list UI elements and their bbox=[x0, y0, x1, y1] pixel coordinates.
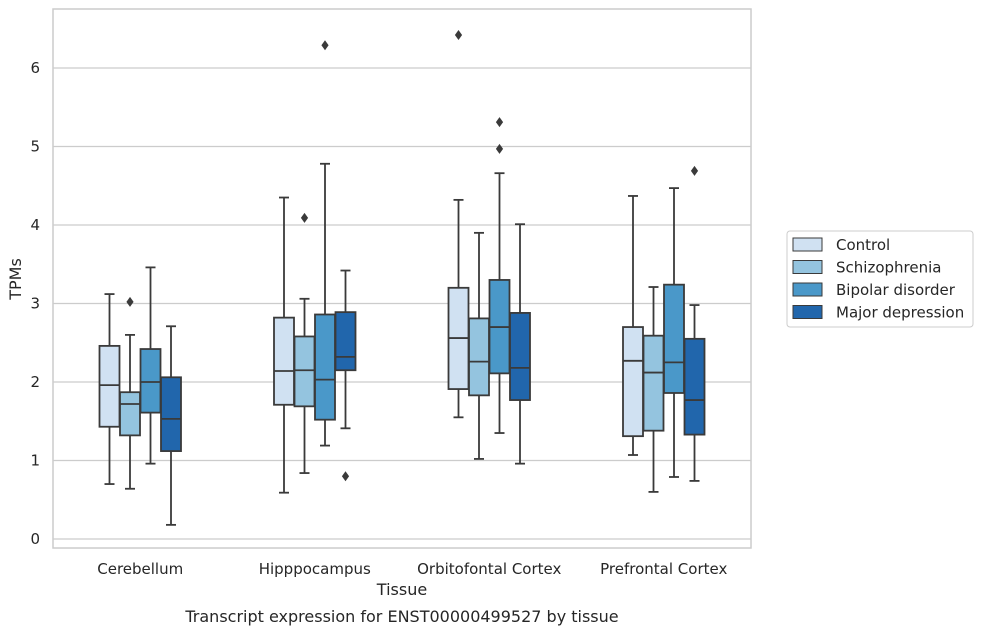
chart-caption: Transcript expression for ENST0000049952… bbox=[184, 607, 618, 626]
y-tick-labels: 0 1 2 3 4 5 6 bbox=[30, 59, 40, 548]
outlier-point bbox=[126, 296, 134, 307]
box-0-0 bbox=[98, 293, 121, 485]
plot-frame bbox=[52, 8, 752, 549]
legend: Control Schizophrenia Bipolar disorder Majo… bbox=[786, 230, 974, 328]
box-iqr bbox=[683, 337, 706, 436]
outlier-point bbox=[454, 30, 463, 41]
legend-swatch bbox=[792, 260, 823, 274]
legend-frame bbox=[786, 230, 974, 328]
box-2-2 bbox=[488, 117, 511, 434]
legend-label: Major depression bbox=[836, 304, 964, 322]
y-gridlines bbox=[53, 67, 751, 540]
y-tick-label: 5 bbox=[30, 138, 40, 156]
box-3-3 bbox=[683, 165, 706, 482]
box-3-2 bbox=[509, 223, 531, 465]
box-0-3 bbox=[622, 195, 644, 456]
legend-swatch bbox=[792, 237, 823, 252]
legend-label: Control bbox=[836, 236, 890, 254]
box-iqr bbox=[509, 312, 531, 401]
outlier-point bbox=[321, 40, 329, 51]
legend-swatch bbox=[792, 305, 823, 319]
box-plot-area bbox=[98, 30, 706, 526]
outlier-point bbox=[341, 471, 350, 482]
legend-swatch bbox=[792, 282, 823, 297]
y-tick-label: 4 bbox=[30, 216, 40, 234]
x-axis-label: Tissue bbox=[376, 580, 427, 599]
y-axis-label: TPMs bbox=[6, 258, 25, 301]
y-tick-label: 1 bbox=[30, 452, 40, 470]
box-1-3 bbox=[642, 286, 665, 493]
box-iqr bbox=[98, 344, 121, 428]
box-iqr bbox=[119, 391, 141, 437]
x-tick-labels: Cerebellum Hipppocampus Orbitofontal Corte… bbox=[97, 560, 727, 578]
y-tick-label: 6 bbox=[30, 59, 40, 77]
outlier-point bbox=[495, 143, 504, 154]
y-tick-label: 0 bbox=[30, 530, 40, 548]
box-iqr bbox=[314, 313, 336, 421]
box-iqr bbox=[293, 335, 316, 408]
outlier-point bbox=[300, 212, 309, 223]
box-iqr bbox=[273, 316, 295, 406]
box-2-1 bbox=[314, 40, 336, 447]
box-3-1 bbox=[334, 269, 357, 482]
legend-label: Schizophrenia bbox=[836, 259, 941, 277]
legend-label: Bipolar disorder bbox=[836, 281, 956, 299]
x-tick-label: Hipppocampus bbox=[259, 560, 371, 578]
box-2-0 bbox=[139, 266, 162, 465]
box-iqr bbox=[622, 326, 644, 438]
box-0-1 bbox=[273, 196, 295, 494]
outlier-point bbox=[690, 165, 699, 176]
box-2-3 bbox=[663, 187, 685, 478]
box-1-1 bbox=[293, 212, 316, 474]
x-tick-label: Prefrontal Cortex bbox=[600, 560, 727, 578]
box-iqr bbox=[468, 317, 490, 397]
x-tick-label: Cerebellum bbox=[97, 560, 183, 578]
y-tick-label: 3 bbox=[30, 295, 40, 313]
box-1-2 bbox=[468, 231, 490, 460]
box-1-0 bbox=[119, 296, 141, 490]
x-tick-label: Orbitofontal Cortex bbox=[417, 560, 561, 578]
outlier-point bbox=[495, 117, 504, 128]
box-0-2 bbox=[447, 30, 470, 419]
box-iqr bbox=[160, 376, 182, 452]
box-iqr bbox=[642, 334, 665, 432]
y-tick-label: 2 bbox=[30, 373, 40, 391]
box-iqr bbox=[663, 283, 685, 394]
box-iqr bbox=[139, 348, 162, 414]
box-iqr bbox=[334, 311, 357, 372]
box-3-0 bbox=[160, 325, 182, 526]
